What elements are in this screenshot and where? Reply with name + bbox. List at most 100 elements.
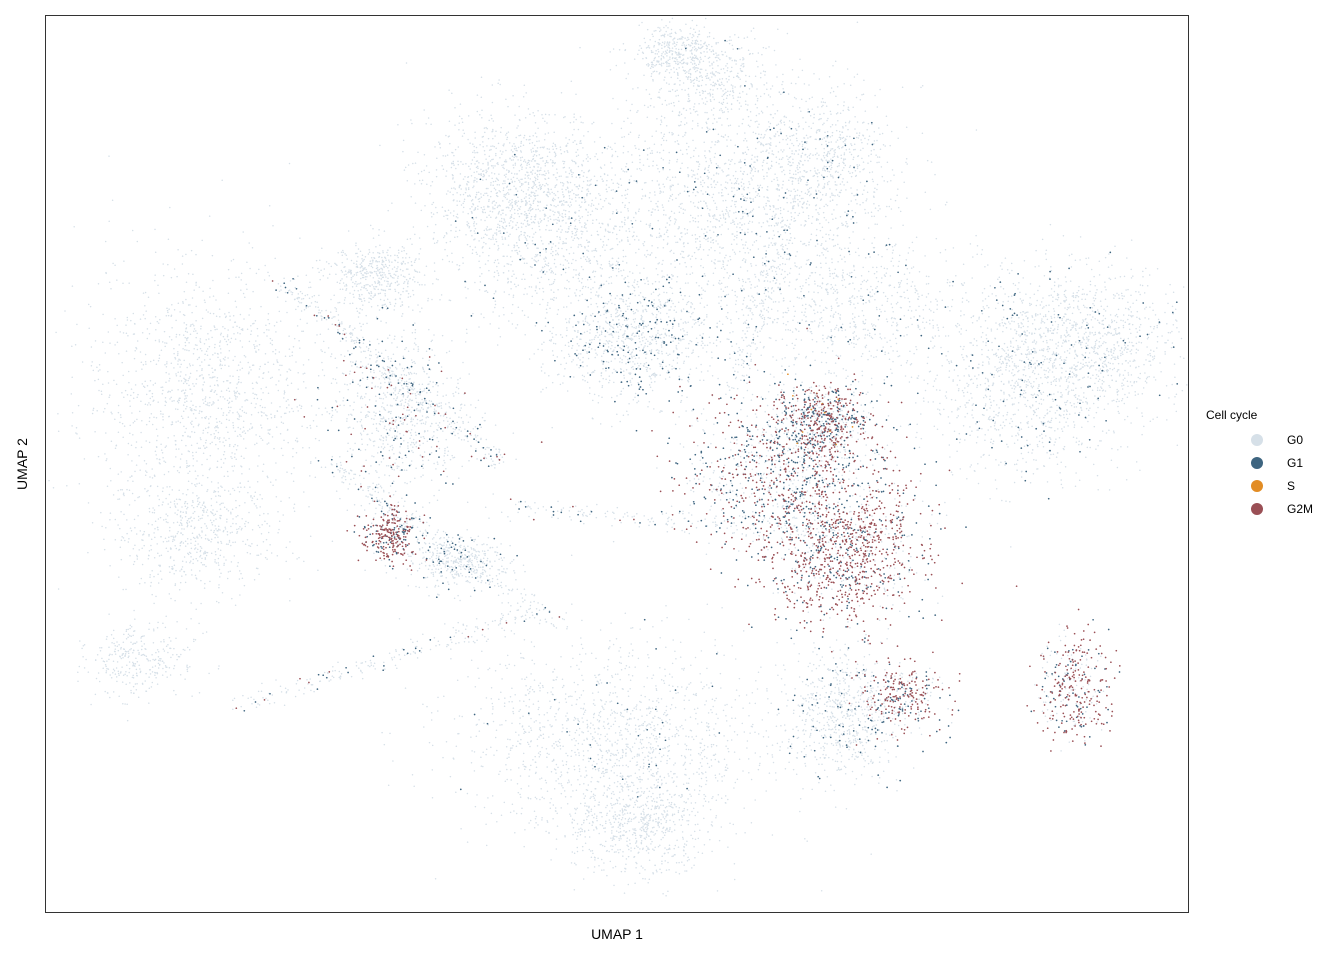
point-g0 xyxy=(189,388,191,390)
point-g0 xyxy=(493,275,495,278)
point-g0 xyxy=(578,204,581,206)
point-g0 xyxy=(209,401,211,404)
point-g0 xyxy=(565,267,567,270)
point-g0 xyxy=(728,93,731,96)
point-g0 xyxy=(692,79,695,82)
point-g0 xyxy=(712,81,715,83)
point-g0 xyxy=(209,442,212,445)
point-g0 xyxy=(593,141,596,143)
point-g0 xyxy=(743,186,745,189)
point-g0 xyxy=(279,432,282,435)
point-g0 xyxy=(729,258,732,261)
point-g0 xyxy=(188,377,190,380)
point-g0 xyxy=(253,344,255,346)
point-g0 xyxy=(442,236,445,239)
point-g0 xyxy=(167,550,169,553)
point-g0 xyxy=(717,164,719,167)
point-g0 xyxy=(239,332,241,335)
point-g0 xyxy=(815,189,817,192)
point-g0 xyxy=(473,149,476,152)
point-g0 xyxy=(638,208,640,210)
point-g0 xyxy=(199,374,201,377)
point-g0 xyxy=(213,437,216,439)
point-g0 xyxy=(663,117,666,119)
point-g0 xyxy=(683,245,685,248)
point-g0 xyxy=(460,204,463,206)
point-g0 xyxy=(611,154,614,156)
point-g0 xyxy=(426,183,428,185)
point-g0 xyxy=(469,230,472,232)
point-g0 xyxy=(652,66,654,68)
point-g0 xyxy=(182,313,185,316)
point-g0 xyxy=(560,231,562,233)
point-g0 xyxy=(219,363,222,365)
point-g0 xyxy=(503,193,505,196)
point-g0 xyxy=(219,348,222,350)
point-g0 xyxy=(668,217,671,220)
point-g0 xyxy=(553,213,555,216)
point-g0 xyxy=(354,442,356,445)
point-g0 xyxy=(256,507,258,509)
point-g0 xyxy=(202,432,204,434)
point-g0 xyxy=(142,292,145,294)
point-g0 xyxy=(76,433,78,435)
point-g0 xyxy=(723,111,726,113)
point-g0 xyxy=(195,417,197,419)
point-g0 xyxy=(705,122,708,125)
point-g0 xyxy=(191,311,193,314)
point-g0 xyxy=(228,390,231,392)
point-g0 xyxy=(473,221,476,223)
point-g0 xyxy=(305,307,308,309)
point-g0 xyxy=(468,194,471,196)
point-g0 xyxy=(365,314,367,317)
point-g0 xyxy=(128,504,131,506)
point-g0 xyxy=(732,91,735,94)
point-g0 xyxy=(544,260,546,262)
point-g0 xyxy=(559,236,561,238)
point-g0 xyxy=(586,179,589,182)
point-g0 xyxy=(700,75,702,77)
point-g0 xyxy=(534,260,537,262)
point-g0 xyxy=(744,100,747,102)
point-g0 xyxy=(213,519,215,522)
point-g0 xyxy=(525,204,527,206)
point-g0 xyxy=(560,175,562,177)
point-g0 xyxy=(147,296,150,299)
point-g0 xyxy=(709,88,712,91)
point-g0 xyxy=(484,263,487,265)
point-g0 xyxy=(809,238,812,241)
point-g0 xyxy=(731,59,733,62)
point-g0 xyxy=(480,168,482,171)
point-g0 xyxy=(724,212,727,215)
point-g0 xyxy=(703,237,705,240)
point-g0 xyxy=(573,116,575,118)
point-g0 xyxy=(317,569,319,571)
point-g0 xyxy=(717,243,719,245)
point-g0 xyxy=(484,192,486,195)
point-g0 xyxy=(317,375,320,377)
point-g0 xyxy=(185,378,187,381)
point-g0 xyxy=(521,168,523,170)
point-g0 xyxy=(705,77,708,80)
point-g0 xyxy=(556,230,558,233)
point-g0 xyxy=(146,328,149,330)
point-g0 xyxy=(209,312,212,315)
point-g0 xyxy=(138,582,141,585)
point-g0 xyxy=(106,458,108,460)
point-g0 xyxy=(535,261,538,263)
point-g0 xyxy=(267,371,270,373)
point-g0 xyxy=(495,194,498,197)
point-g0 xyxy=(728,57,731,59)
point-g0 xyxy=(510,208,513,210)
point-g0 xyxy=(100,390,103,392)
point-g0 xyxy=(623,135,626,138)
point-g0 xyxy=(215,299,217,301)
point-g0 xyxy=(262,372,265,375)
point-g0 xyxy=(529,206,532,209)
point-g0 xyxy=(135,346,137,349)
point-g0 xyxy=(242,292,245,295)
point-g0 xyxy=(694,56,697,59)
point-g0 xyxy=(689,50,691,52)
point-g0 xyxy=(539,146,542,149)
point-g0 xyxy=(726,69,729,72)
